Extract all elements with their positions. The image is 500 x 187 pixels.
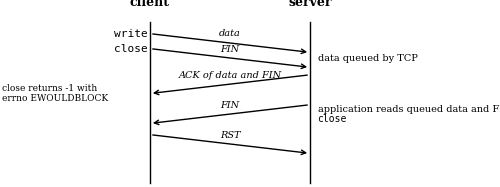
Text: data: data [219,29,241,38]
Text: close: close [318,114,347,124]
Text: ACK of data and FIN: ACK of data and FIN [178,71,282,80]
Text: FIN: FIN [220,101,240,110]
Text: client: client [130,0,170,9]
Text: FIN: FIN [220,45,240,54]
Text: close returns -1 with
errno EWOULDBLOCK: close returns -1 with errno EWOULDBLOCK [2,84,109,103]
Text: application reads queued data and FIN: application reads queued data and FIN [318,105,500,114]
Text: data queued by TCP: data queued by TCP [318,54,418,63]
Text: close: close [114,44,148,54]
Text: RST: RST [220,131,240,140]
Text: server: server [288,0,332,9]
Text: write: write [114,29,148,39]
